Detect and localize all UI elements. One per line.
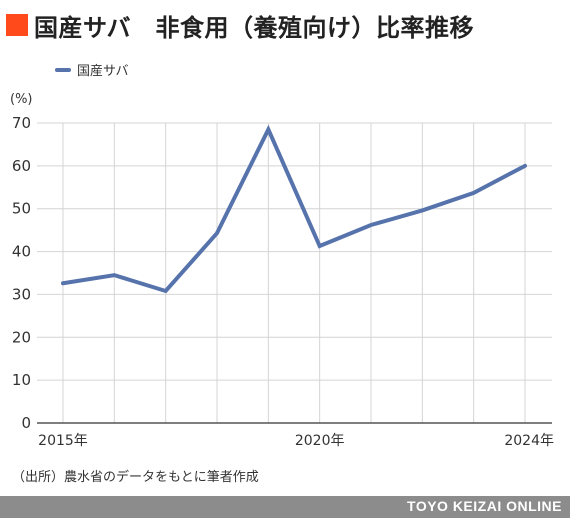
brand-label: TOYO KEIZAI ONLINE (407, 498, 562, 514)
y-tick-label: 60 (12, 157, 31, 175)
x-tick-label: 2024年 (504, 433, 554, 449)
legend: 国産サバ (55, 60, 128, 79)
chart-title-row: 国産サバ 非食用（養殖向け）比率推移 (6, 8, 474, 42)
source-note: （出所）農水省のデータをもとに筆者作成 (12, 470, 259, 485)
y-tick-label: 40 (12, 243, 31, 261)
y-tick-label: 70 (12, 114, 31, 132)
legend-swatch (55, 67, 71, 72)
legend-label: 国産サバ (77, 64, 129, 79)
series-line (61, 124, 527, 294)
y-tick-label: 10 (12, 371, 31, 389)
y-tick-label: 20 (12, 328, 31, 346)
x-tick-label: 2020年 (295, 433, 345, 449)
y-unit-label: (%) (10, 92, 33, 107)
y-tick-label: 30 (12, 285, 31, 303)
chart-title: 国産サバ 非食用（養殖向け）比率推移 (34, 13, 475, 42)
title-marker (6, 14, 28, 36)
x-tick-label: 2015年 (38, 433, 88, 449)
y-tick-label: 50 (12, 200, 31, 218)
footer-bar: TOYO KEIZAI ONLINE (0, 496, 570, 518)
y-tick-label: 0 (21, 414, 31, 432)
